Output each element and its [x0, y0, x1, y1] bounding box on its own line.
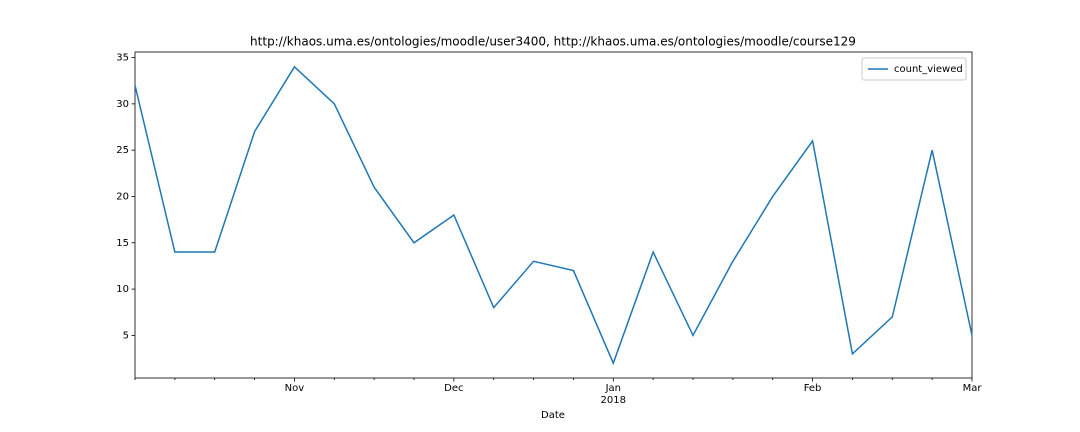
x-tick-label: Jan 2018: [600, 383, 627, 406]
plot-frame: [134, 51, 973, 379]
y-tick-label: 15: [116, 238, 129, 249]
x-axis-label: Date: [541, 410, 565, 421]
x-tick-label: Mar: [962, 383, 982, 394]
series-line: [134, 65, 973, 366]
x-tick-label: Dec: [444, 383, 464, 394]
x-tick-label: Nov: [284, 383, 305, 394]
y-tick-label: 10: [116, 284, 129, 295]
y-tick-label: 35: [116, 53, 129, 64]
chart-title: http://khaos.uma.es/ontologies/moodle/us…: [250, 35, 856, 49]
y-tick-label: 30: [116, 99, 129, 110]
y-tick-label: 20: [116, 191, 129, 202]
legend-box: [861, 57, 967, 81]
y-tick-label: 25: [116, 145, 129, 156]
legend-label: count_viewed: [894, 64, 963, 75]
x-tick-label: Feb: [803, 383, 822, 394]
y-tick-label: 5: [123, 330, 129, 341]
